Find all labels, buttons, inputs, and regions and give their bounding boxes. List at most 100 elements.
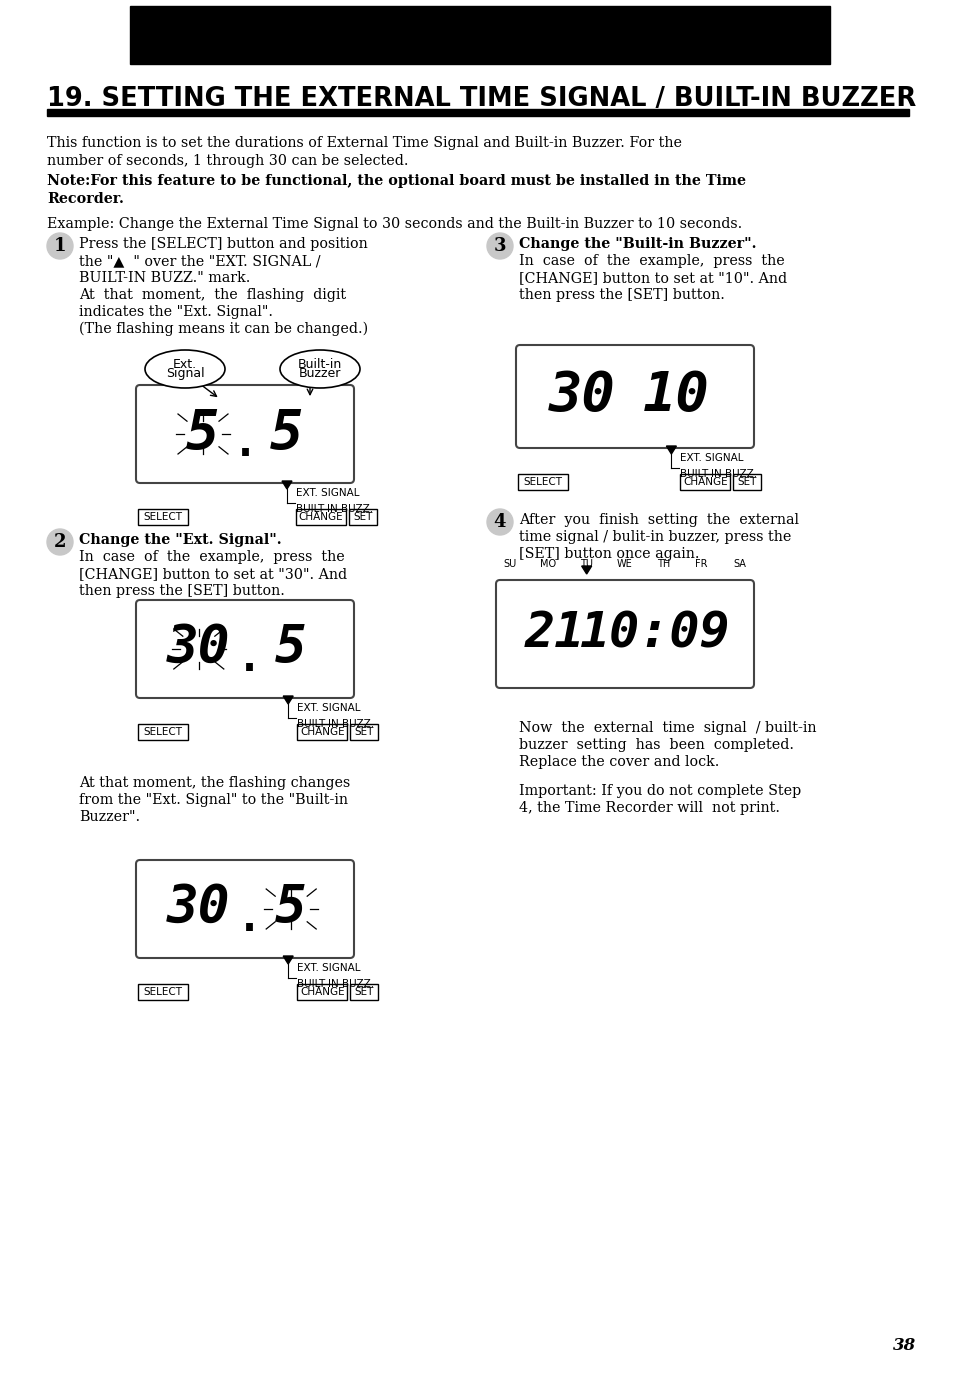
Text: SELECT: SELECT bbox=[143, 727, 182, 736]
Text: 3: 3 bbox=[494, 236, 506, 256]
Text: FR: FR bbox=[695, 559, 707, 569]
Text: Example: Change the External Time Signal to 30 seconds and the Built-in Buzzer t: Example: Change the External Time Signal… bbox=[47, 217, 741, 231]
Circle shape bbox=[47, 234, 73, 260]
Text: At  that  moment,  the  flashing  digit: At that moment, the flashing digit bbox=[79, 289, 346, 302]
Text: 2: 2 bbox=[53, 533, 66, 551]
Text: TU: TU bbox=[579, 559, 593, 569]
Text: Signal: Signal bbox=[166, 367, 204, 381]
Text: 5: 5 bbox=[186, 407, 219, 459]
Text: WE: WE bbox=[617, 559, 632, 569]
Text: Buzzer".: Buzzer". bbox=[79, 811, 140, 824]
Text: 19. SETTING THE EXTERNAL TIME SIGNAL / BUILT-IN BUZZER: 19. SETTING THE EXTERNAL TIME SIGNAL / B… bbox=[47, 87, 915, 113]
Circle shape bbox=[486, 508, 513, 534]
Text: [CHANGE] button to set at "10". And: [CHANGE] button to set at "10". And bbox=[518, 271, 786, 284]
FancyBboxPatch shape bbox=[679, 474, 730, 491]
Text: 30: 30 bbox=[167, 882, 231, 934]
FancyBboxPatch shape bbox=[516, 345, 753, 448]
Text: Note:For this feature to be functional, the optional board must be installed in : Note:For this feature to be functional, … bbox=[47, 174, 745, 188]
Text: buzzer  setting  has  been  completed.: buzzer setting has been completed. bbox=[518, 738, 793, 752]
Text: EXT. SIGNAL: EXT. SIGNAL bbox=[297, 963, 360, 973]
Text: SA: SA bbox=[733, 559, 745, 569]
Text: Built-in: Built-in bbox=[297, 359, 342, 371]
Text: CHANGE: CHANGE bbox=[299, 987, 344, 998]
Text: 4, the Time Recorder will  not print.: 4, the Time Recorder will not print. bbox=[518, 801, 780, 815]
Text: 30: 30 bbox=[548, 370, 615, 422]
FancyBboxPatch shape bbox=[136, 600, 354, 698]
Text: In  case  of  the  example,  press  the: In case of the example, press the bbox=[518, 254, 784, 268]
Text: SU: SU bbox=[503, 559, 517, 569]
Polygon shape bbox=[581, 566, 591, 574]
FancyBboxPatch shape bbox=[138, 724, 188, 741]
Text: TH: TH bbox=[656, 559, 669, 569]
Text: Ext.: Ext. bbox=[172, 359, 197, 371]
Text: 21: 21 bbox=[524, 609, 584, 657]
FancyBboxPatch shape bbox=[297, 724, 347, 741]
Text: BUILT-IN BUZZ.: BUILT-IN BUZZ. bbox=[679, 469, 757, 480]
Circle shape bbox=[486, 234, 513, 260]
FancyBboxPatch shape bbox=[350, 984, 377, 1000]
Text: MO: MO bbox=[539, 559, 556, 569]
Text: SELECT: SELECT bbox=[143, 987, 182, 998]
Text: Buzzer: Buzzer bbox=[298, 367, 341, 381]
Text: the "▲  " over the "EXT. SIGNAL /: the "▲ " over the "EXT. SIGNAL / bbox=[79, 254, 320, 268]
Bar bbox=[130, 5, 829, 65]
Text: BUILT-IN BUZZ.: BUILT-IN BUZZ. bbox=[297, 980, 374, 989]
FancyBboxPatch shape bbox=[349, 508, 376, 525]
Text: CHANGE: CHANGE bbox=[298, 513, 343, 522]
Text: number of seconds, 1 through 30 can be selected.: number of seconds, 1 through 30 can be s… bbox=[47, 154, 408, 168]
Text: In  case  of  the  example,  press  the: In case of the example, press the bbox=[79, 550, 344, 563]
FancyBboxPatch shape bbox=[136, 860, 354, 958]
Text: 10: 10 bbox=[642, 370, 709, 422]
FancyBboxPatch shape bbox=[517, 474, 567, 491]
Text: EXT. SIGNAL: EXT. SIGNAL bbox=[297, 703, 360, 713]
Circle shape bbox=[47, 529, 73, 555]
Text: 10:09: 10:09 bbox=[579, 609, 730, 657]
FancyBboxPatch shape bbox=[136, 385, 354, 484]
Text: SET: SET bbox=[355, 727, 374, 736]
Text: then press the [SET] button.: then press the [SET] button. bbox=[79, 584, 285, 598]
Text: SET: SET bbox=[355, 987, 374, 998]
Text: .: . bbox=[236, 638, 261, 680]
Text: BUILT-IN BUZZ.: BUILT-IN BUZZ. bbox=[297, 719, 374, 730]
Text: from the "Ext. Signal" to the "Built-in: from the "Ext. Signal" to the "Built-in bbox=[79, 793, 348, 807]
Text: Now  the  external  time  signal  / built-in: Now the external time signal / built-in bbox=[518, 721, 816, 735]
Text: This function is to set the durations of External Time Signal and Built-in Buzze: This function is to set the durations of… bbox=[47, 136, 681, 150]
Text: CHANGE: CHANGE bbox=[299, 727, 344, 736]
Text: SET: SET bbox=[353, 513, 373, 522]
FancyBboxPatch shape bbox=[496, 580, 753, 688]
Text: (The flashing means it can be changed.): (The flashing means it can be changed.) bbox=[79, 322, 368, 337]
Ellipse shape bbox=[280, 350, 359, 387]
Bar bbox=[47, 109, 908, 115]
Text: 5: 5 bbox=[270, 407, 303, 459]
Text: [CHANGE] button to set at "30". And: [CHANGE] button to set at "30". And bbox=[79, 567, 347, 581]
Text: time signal / bulit-in buzzer, press the: time signal / bulit-in buzzer, press the bbox=[518, 530, 791, 544]
Text: After  you  finish  setting  the  external: After you finish setting the external bbox=[518, 513, 799, 528]
Text: SELECT: SELECT bbox=[143, 513, 182, 522]
FancyBboxPatch shape bbox=[138, 984, 188, 1000]
FancyBboxPatch shape bbox=[295, 508, 346, 525]
Text: 38: 38 bbox=[892, 1337, 916, 1355]
Polygon shape bbox=[282, 481, 292, 489]
Text: EXT. SIGNAL: EXT. SIGNAL bbox=[295, 488, 359, 497]
Polygon shape bbox=[283, 956, 293, 965]
Text: 5: 5 bbox=[275, 622, 307, 675]
Text: Important: If you do not complete Step: Important: If you do not complete Step bbox=[518, 785, 801, 798]
Text: [SET] button once again.: [SET] button once again. bbox=[518, 547, 699, 561]
Text: then press the [SET] button.: then press the [SET] button. bbox=[518, 289, 724, 302]
Text: BUILT-IN BUZZ.: BUILT-IN BUZZ. bbox=[295, 504, 373, 514]
Ellipse shape bbox=[145, 350, 225, 387]
Polygon shape bbox=[666, 447, 676, 453]
Text: Recorder.: Recorder. bbox=[47, 192, 124, 206]
Text: Change the "Built-in Buzzer".: Change the "Built-in Buzzer". bbox=[518, 236, 756, 251]
FancyBboxPatch shape bbox=[350, 724, 377, 741]
Text: 1: 1 bbox=[53, 236, 66, 256]
Text: SELECT: SELECT bbox=[523, 477, 562, 486]
Text: At that moment, the flashing changes: At that moment, the flashing changes bbox=[79, 776, 350, 790]
Text: CHANGE: CHANGE bbox=[682, 477, 727, 486]
Text: .: . bbox=[236, 899, 261, 940]
Text: Replace the cover and lock.: Replace the cover and lock. bbox=[518, 754, 719, 769]
Text: Press the [SELECT] button and position: Press the [SELECT] button and position bbox=[79, 236, 367, 251]
FancyBboxPatch shape bbox=[138, 508, 188, 525]
Text: 30: 30 bbox=[167, 622, 231, 675]
Polygon shape bbox=[283, 697, 293, 703]
